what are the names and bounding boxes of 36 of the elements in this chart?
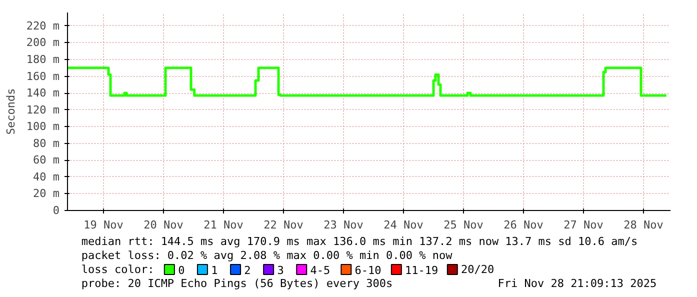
y-axis-title: Seconds — [4, 88, 18, 135]
y-tick-label: 80 m — [33, 136, 60, 150]
x-tick-label: 22 Nov — [264, 218, 304, 232]
legend-label: 2 — [244, 264, 251, 277]
legend-label: 0 — [178, 264, 185, 277]
text: probe: 20 ICMP Echo Pings (56 Bytes) every 300s — [81, 277, 393, 290]
text: median rtt: 144.5 ms avg 170.9 ms max 136.0 ms min 137.2 ms now 13.7 ms sd 10.6 am/s — [81, 235, 638, 248]
y-tick-label: 60 m — [33, 154, 60, 167]
y-tick-label: 40 m — [33, 170, 60, 184]
legend-label: 20/20 — [461, 263, 494, 276]
y-tick-label: 160 m — [26, 70, 60, 83]
y-tick-label: 200 m — [26, 36, 60, 50]
legend-label: 3 — [277, 264, 284, 277]
legend-title: loss color: — [81, 263, 154, 276]
x-tick-label: 25 Nov — [444, 218, 484, 232]
x-tick-label: 20 Nov — [144, 218, 184, 232]
y-tick-label: 0 — [52, 204, 60, 217]
y-tick-label: 180 m — [26, 52, 60, 66]
legend-label: 6-10 — [354, 264, 382, 277]
y-tick-label: 120 m — [26, 103, 60, 116]
x-tick-label: 27 Nov — [564, 218, 604, 232]
text: Fri Nov 28 21:09:13 2025 — [498, 277, 657, 290]
x-tick-label: 23 Nov — [324, 218, 364, 232]
y-tick-label: 100 m — [26, 120, 60, 134]
legend-label: 1 — [211, 264, 218, 277]
text: packet loss: 0.02 % avg 2.08 % max 0.00 % min 0.00 % now — [81, 249, 453, 262]
x-tick-label: 26 Nov — [504, 218, 544, 232]
y-tick-label: 220 m — [26, 19, 60, 32]
x-tick-label: 21 Nov — [204, 218, 244, 232]
x-tick-label: 19 Nov — [84, 218, 124, 232]
y-tick-label: 140 m — [26, 86, 60, 100]
legend-label: 4-5 — [310, 264, 330, 277]
y-tick-label: 20 m — [33, 187, 60, 200]
x-tick-label: 28 Nov — [624, 218, 664, 232]
x-tick-label: 24 Nov — [384, 218, 424, 232]
legend-label: 11-19 — [405, 264, 438, 277]
